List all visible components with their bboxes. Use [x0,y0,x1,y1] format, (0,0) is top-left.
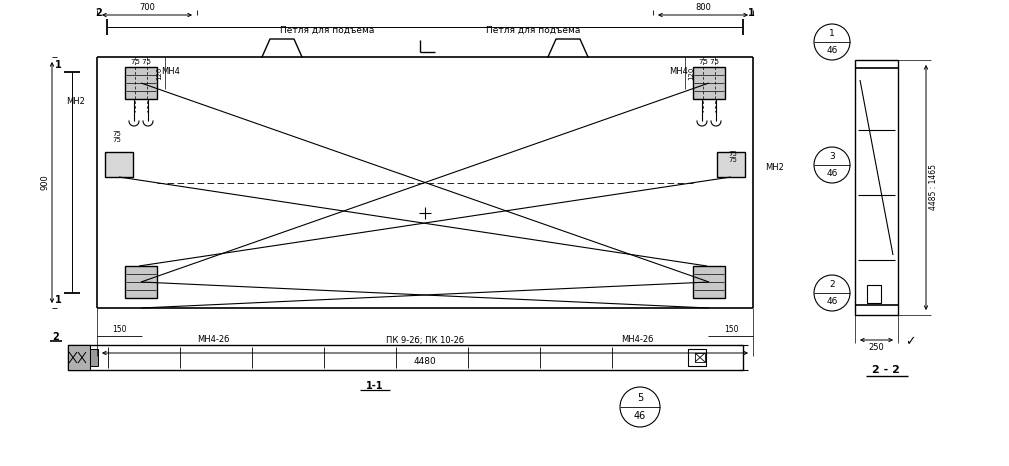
Text: Петля для подъема: Петля для подъема [279,26,374,34]
Text: 250: 250 [869,343,884,352]
Bar [717,152,745,177]
Text: 1: 1 [829,29,834,38]
Text: 75
75: 75 75 [113,130,121,144]
Text: 4485 : 1465: 4485 : 1465 [929,164,938,211]
Bar [68,345,743,370]
Text: 150: 150 [723,325,739,335]
Text: ПК 9-2б; ПК 10-2б: ПК 9-2б; ПК 10-2б [385,336,464,344]
Text: 3: 3 [829,152,834,161]
Text: 46: 46 [826,46,837,55]
Text: Петля для подъема: Петля для подъема [485,26,580,34]
Bar [68,345,90,370]
Bar [125,266,157,298]
Bar [90,349,98,366]
Text: 1: 1 [54,295,62,305]
Bar [867,285,881,303]
Bar [695,353,705,362]
Text: МН2: МН2 [67,97,85,107]
Text: 75 75: 75 75 [699,59,719,65]
Text: 5: 5 [637,393,643,403]
Text: 2: 2 [829,281,834,289]
Text: ✓: ✓ [905,336,915,349]
Text: 1-1: 1-1 [366,381,383,391]
Text: 75 75: 75 75 [131,59,151,65]
Text: 120: 120 [688,66,694,80]
Bar [105,152,133,177]
Bar [693,266,725,298]
Text: МН4: МН4 [669,67,688,75]
Text: МН4-2б: МН4-2б [621,336,653,344]
Text: 1: 1 [54,60,62,70]
Text: 800: 800 [695,4,711,13]
Text: 75
75: 75 75 [728,151,738,164]
Text: 150: 150 [112,325,126,335]
Text: 46: 46 [826,169,837,178]
Text: 2 - 2: 2 - 2 [872,365,900,375]
Text: МН4-2б: МН4-2б [197,336,229,344]
Text: 2: 2 [52,332,60,342]
Text: МН2: МН2 [765,163,784,171]
Bar [693,67,725,99]
Text: 46: 46 [826,296,837,306]
Text: 2: 2 [96,8,102,18]
Text: 900: 900 [40,175,49,191]
Text: 700: 700 [139,4,155,13]
Text: МН4: МН4 [161,67,180,75]
Text: 46: 46 [634,411,646,421]
Bar [855,60,898,315]
Bar [125,67,157,99]
Bar [688,349,706,366]
Text: 120: 120 [156,66,162,80]
Text: 1: 1 [748,8,755,18]
Text: 4480: 4480 [414,356,436,365]
